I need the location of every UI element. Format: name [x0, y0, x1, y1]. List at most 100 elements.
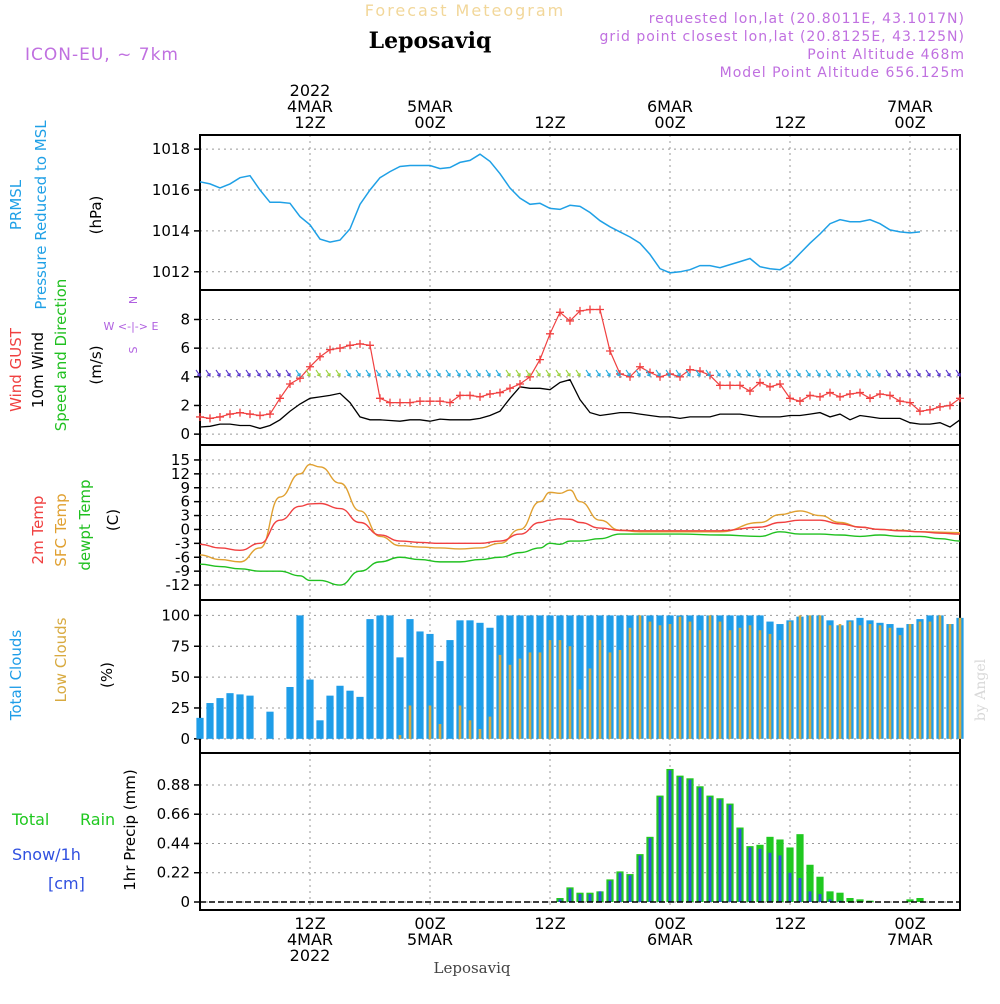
wind-arrow [295, 369, 301, 377]
wind-arrow [655, 369, 661, 377]
gust-marker [906, 398, 914, 407]
low-cloud-bar [608, 652, 612, 739]
wind-arrow [675, 369, 681, 377]
total-cloud-bar [246, 695, 254, 739]
bottom-time-label: 6MAR [647, 930, 693, 949]
snow-bar [698, 787, 702, 902]
wind-arrow [565, 369, 571, 377]
y-tick-label: 2 [180, 396, 190, 414]
gust-marker [826, 388, 834, 397]
top-time-label: 6MAR [647, 97, 693, 116]
pressure-unit: (hPa) [87, 196, 105, 235]
wind-arrow [525, 369, 531, 377]
y-tick-label: 6 [180, 493, 190, 511]
gust-marker [266, 410, 274, 419]
snow-bar [818, 894, 822, 902]
gust-marker [336, 344, 344, 353]
wind-arrow [835, 369, 841, 377]
wind-arrow [685, 369, 691, 377]
gust-marker [436, 397, 444, 406]
rain-bar [826, 891, 834, 902]
low-cloud-bar [488, 716, 492, 739]
wind-arrow [945, 369, 951, 377]
credit-watermark: by Angel [973, 658, 989, 721]
gust-marker [836, 392, 844, 401]
low-cloud-bar [628, 627, 632, 739]
total-cloud-bar [366, 619, 374, 739]
wind-arrow [785, 369, 791, 377]
y-tick-label: 0.66 [157, 805, 190, 823]
gust-marker [216, 412, 224, 421]
y-tick-label: 50 [171, 668, 190, 686]
wind-label: 10m Wind [29, 332, 47, 408]
compass-we: W <-|-> E [104, 320, 159, 333]
wind-arrow [825, 369, 831, 377]
low-cloud-bar [788, 621, 792, 739]
rain-bar [806, 864, 814, 902]
total-cloud-bar [316, 720, 324, 739]
snow-bar [678, 776, 682, 902]
wind-arrow [605, 369, 611, 377]
gust-marker [956, 394, 964, 403]
wind-arrow [925, 369, 931, 377]
low-cloud-bar [868, 624, 872, 739]
footer-location: Leposaviq [434, 959, 511, 977]
temp2m-label: 2m Temp [29, 496, 47, 565]
gust-marker [516, 379, 524, 388]
wind-arrow [555, 369, 561, 377]
y-tick-label: 0 [180, 425, 190, 443]
snow-bar [598, 891, 602, 902]
wind-arrow [885, 369, 891, 377]
rain-bar [836, 892, 844, 902]
top-time-label: 4MAR [287, 97, 333, 116]
gust-marker [856, 388, 864, 397]
rain-bar [856, 899, 864, 902]
wind-arrow [475, 369, 481, 377]
low-cloud-bar [668, 624, 672, 739]
gust-marker [256, 411, 264, 420]
gust-marker [226, 410, 234, 419]
total-cloud-bar [406, 619, 414, 739]
snow-bar [748, 847, 752, 902]
wind-arrow [955, 369, 961, 377]
total-cloud-bar [196, 717, 204, 739]
gust-marker [366, 341, 374, 350]
y-tick-label: 0.44 [157, 834, 190, 852]
wind-arrow [355, 369, 361, 377]
gust-marker [456, 391, 464, 400]
wind-arrow [375, 369, 381, 377]
low-cloud-bar [738, 627, 742, 739]
gust-marker [746, 387, 754, 396]
snow-bar [668, 770, 672, 902]
precip-rain-label: Rain [80, 810, 115, 829]
total-cloud-bar [426, 633, 434, 739]
wind-arrow [465, 369, 471, 377]
low-cloud-bar [638, 615, 642, 739]
model-altitude: Model Point Altitude 656.125m [720, 65, 965, 81]
y-tick-label: 0 [180, 730, 190, 748]
total-cloud-bar [476, 622, 484, 739]
gust-marker [346, 341, 354, 350]
gust-marker [386, 398, 394, 407]
snow-bar [558, 899, 562, 902]
low-cloud-bar [938, 615, 942, 739]
wind-arrow [235, 369, 241, 377]
y-tick-label: 4 [180, 368, 190, 386]
wind-arrow [275, 369, 281, 377]
low-cloud-bar [818, 615, 822, 739]
gust-marker [686, 365, 694, 374]
snow-bar [658, 796, 662, 902]
low-cloud-bar [708, 615, 712, 739]
wind-arrow [485, 369, 491, 377]
compass-s: S [127, 346, 140, 353]
dewpoint-line [199, 531, 961, 586]
low-cloud-bar [528, 652, 532, 739]
low-cloud-bar [518, 658, 522, 739]
snow-bar [608, 880, 612, 902]
snow-bar [708, 796, 712, 902]
low-cloud-bar [588, 668, 592, 739]
snow-bar [628, 875, 632, 902]
gust-marker [596, 305, 604, 314]
total-cloud-bar [336, 685, 344, 739]
low-cloud-bar [408, 705, 412, 739]
